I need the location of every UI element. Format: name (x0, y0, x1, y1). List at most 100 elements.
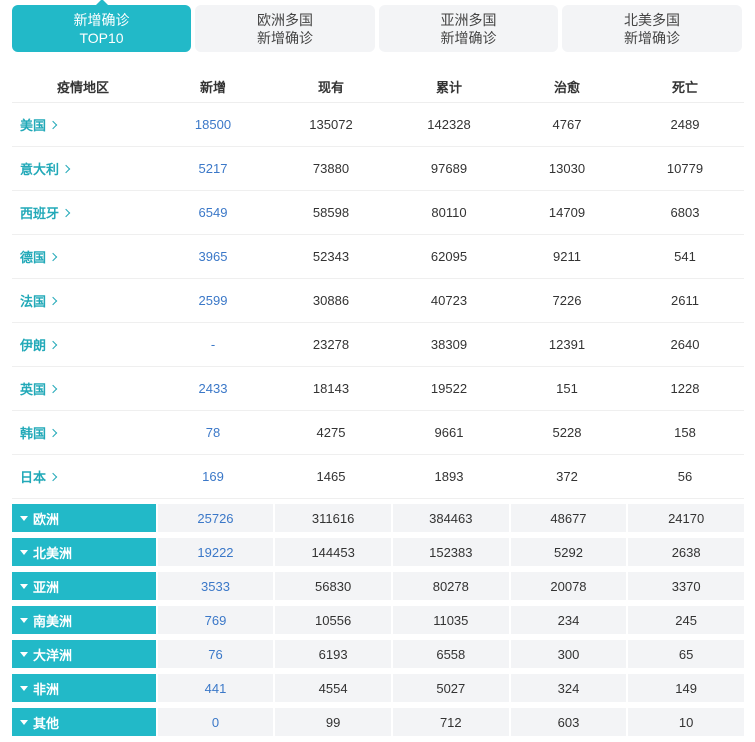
cell-dead: 1228 (670, 381, 700, 396)
table-row[interactable]: 伊朗 - 23278 38309 12391 2640 (12, 323, 744, 367)
cell-new: 18500 (194, 117, 232, 132)
continent-row[interactable]: 南美洲 769 10556 11035 234 245 (12, 606, 744, 634)
cell-dead: 6803 (670, 205, 700, 220)
continent-row[interactable]: 亚洲 3533 56830 80278 20078 3370 (12, 572, 744, 600)
table-row[interactable]: 日本 169 1465 1893 372 56 (12, 455, 744, 499)
caret-down-icon (20, 719, 28, 725)
table-row[interactable]: 英国 2433 18143 19522 151 1228 (12, 367, 744, 411)
column-header-current: 现有 (317, 79, 344, 95)
country-name[interactable]: 伊朗 (12, 335, 154, 354)
column-header-dead: 死亡 (671, 79, 698, 95)
continent-list: 欧洲 25726 311616 384463 48677 24170 北美洲 19222 144… (12, 504, 744, 742)
column-header-region: 疫情地区 (56, 79, 109, 95)
cell-dead: 541 (674, 249, 696, 264)
cell-dead: 149 (628, 674, 744, 702)
country-name[interactable]: 德国 (12, 247, 154, 266)
cell-total: 384463 (392, 504, 509, 532)
country-label: 英国 (20, 382, 47, 397)
cell-total: 1893 (434, 469, 464, 484)
cell-dead: 65 (628, 640, 744, 668)
cell-new: - (210, 337, 216, 352)
continent-toggle[interactable]: 欧洲 (12, 504, 156, 532)
cell-cured: 5228 (552, 425, 582, 440)
column-header-total: 累计 (435, 79, 462, 95)
tab-top10[interactable]: 新增确诊 TOP10 (12, 0, 191, 52)
country-label: 韩国 (20, 426, 47, 441)
continent-label: 亚洲 (33, 579, 60, 595)
table-row[interactable]: 西班牙 6549 58598 80110 14709 6803 (12, 191, 744, 235)
caret-down-icon (20, 617, 28, 623)
cell-new: 3533 (157, 572, 274, 600)
continent-row[interactable]: 非洲 441 4554 5027 324 149 (12, 674, 744, 702)
country-name[interactable]: 日本 (12, 467, 154, 486)
cell-dead: 3370 (628, 572, 744, 600)
continent-row[interactable]: 欧洲 25726 311616 384463 48677 24170 (12, 504, 744, 532)
cell-dead: 158 (674, 425, 696, 440)
cell-new: 169 (202, 469, 224, 484)
country-name[interactable]: 英国 (12, 379, 154, 398)
tab-label: 新增确诊 (73, 11, 130, 28)
column-header-cured: 治愈 (553, 79, 580, 95)
cell-new: 5217 (198, 161, 228, 176)
cell-total: 62095 (430, 249, 468, 264)
cell-total: 5027 (392, 674, 509, 702)
table-row[interactable]: 法国 2599 30886 40723 7226 2611 (12, 279, 744, 323)
tab-sublabel: 新增确诊 (440, 29, 497, 46)
region-tabs: 新增确诊 TOP10 欧洲多国 新增确诊 亚洲多国 新增确诊 北美多国 新增确诊 (12, 0, 742, 53)
country-label: 日本 (20, 470, 47, 485)
cell-current: 1465 (316, 469, 346, 484)
cell-total: 152383 (392, 538, 509, 566)
caret-down-icon (20, 583, 28, 589)
chevron-right-icon (48, 472, 58, 481)
cell-total: 712 (392, 708, 509, 736)
country-name[interactable]: 西班牙 (12, 203, 154, 222)
cell-current: 144453 (275, 538, 391, 566)
caret-down-icon (20, 651, 28, 657)
tab-north-america[interactable]: 北美多国 新增确诊 (562, 5, 742, 52)
cell-dead: 10 (628, 708, 744, 736)
cell-total: 19522 (430, 381, 468, 396)
tab-europe[interactable]: 欧洲多国 新增确诊 (195, 5, 375, 52)
continent-toggle[interactable]: 南美洲 (12, 606, 156, 634)
country-name[interactable]: 韩国 (12, 423, 154, 442)
continent-toggle[interactable]: 其他 (12, 708, 156, 736)
cell-new: 3965 (198, 249, 228, 264)
caret-down-icon (20, 549, 28, 555)
country-name[interactable]: 美国 (12, 115, 154, 134)
continent-toggle[interactable]: 大洋洲 (12, 640, 156, 668)
continent-row[interactable]: 北美洲 19222 144453 152383 5292 2638 (12, 538, 744, 566)
table-row[interactable]: 韩国 78 4275 9661 5228 158 (12, 411, 744, 455)
country-name[interactable]: 法国 (12, 291, 154, 310)
chevron-right-icon (48, 384, 58, 393)
table-row[interactable]: 德国 3965 52343 62095 9211 541 (12, 235, 744, 279)
tab-sublabel: 新增确诊 (257, 29, 313, 46)
cell-current: 23278 (312, 337, 350, 352)
tab-sublabel: 新增确诊 (624, 29, 680, 46)
tab-asia[interactable]: 亚洲多国 新增确诊 (379, 5, 558, 52)
cell-total: 40723 (430, 293, 468, 308)
cell-dead: 2611 (671, 293, 699, 308)
cell-total: 80278 (392, 572, 509, 600)
continent-row[interactable]: 其他 0 99 712 603 10 (12, 708, 744, 736)
cell-current: 58598 (312, 205, 350, 220)
cell-total: 142328 (427, 117, 471, 132)
cell-new: 25726 (157, 504, 274, 532)
tab-label: 北美多国 (624, 11, 680, 28)
chevron-right-icon (48, 120, 58, 129)
cell-cured: 7226 (552, 293, 582, 308)
table-row[interactable]: 美国 18500 135072 142328 4767 2489 (12, 103, 744, 147)
continent-label: 其他 (33, 715, 60, 731)
cell-dead: 10779 (666, 161, 704, 176)
country-name[interactable]: 意大利 (12, 159, 154, 178)
chevron-right-icon (48, 252, 58, 261)
continent-toggle[interactable]: 非洲 (12, 674, 156, 702)
continent-toggle[interactable]: 北美洲 (12, 538, 156, 566)
cell-cured: 234 (510, 606, 627, 634)
table-row[interactable]: 意大利 5217 73880 97689 13030 10779 (12, 147, 744, 191)
cell-new: 441 (157, 674, 274, 702)
cell-new: 2599 (198, 293, 228, 308)
cell-cured: 324 (510, 674, 627, 702)
country-label: 法国 (20, 294, 47, 309)
continent-row[interactable]: 大洋洲 76 6193 6558 300 65 (12, 640, 744, 668)
continent-toggle[interactable]: 亚洲 (12, 572, 156, 600)
